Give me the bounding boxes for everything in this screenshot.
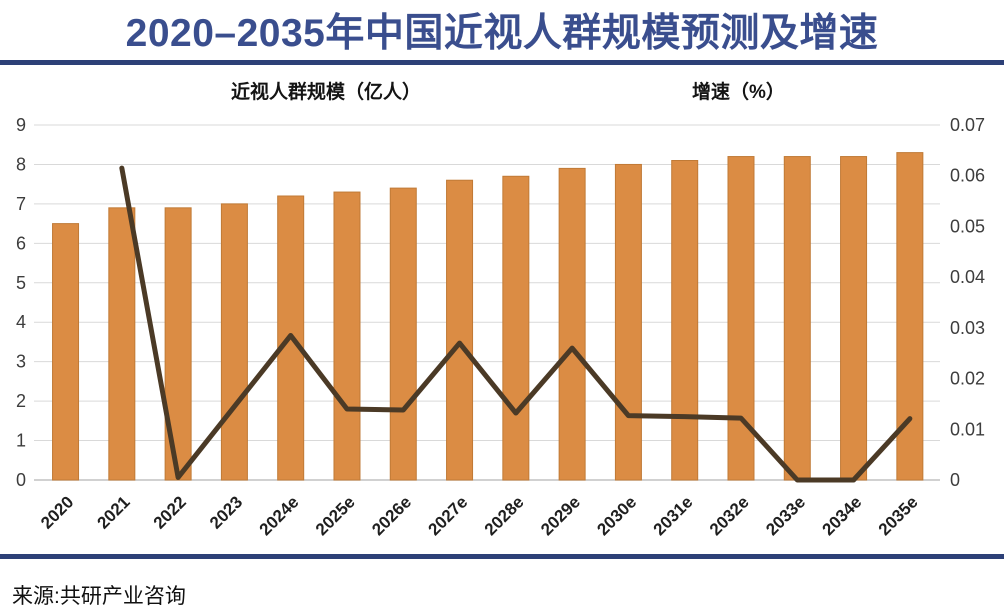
top-divider [0,60,1004,65]
x-axis-label-2035e: 2035e [875,492,922,539]
growth-line [119,165,913,483]
bar-2021 [108,207,136,481]
left-axis-tick-label: 4 [16,312,26,332]
x-axis-label-2034e: 2034e [819,492,866,539]
x-axis-label-2024e: 2024e [256,492,303,539]
bar-2024e [277,195,305,481]
bottom-divider [0,554,1004,559]
bar-2033e [783,156,811,481]
line-series-label: 增速（%） [692,82,785,103]
right-axis-labels: 0 0.01 0.02 0.03 0.04 0.05 0.06 0.07 [950,115,985,490]
page-title: 2020–2035年中国近视人群规模预测及增速 [125,12,879,55]
bar-2028e [502,175,530,481]
x-axis-label-2022: 2022 [150,492,190,532]
right-axis-tick-label: 0.07 [950,115,985,135]
x-axis-label-2031e: 2031e [650,492,697,539]
x-axis-label-2025e: 2025e [312,492,359,539]
x-axis-label-2021: 2021 [93,492,133,532]
bar-2027e [446,179,474,481]
right-axis-tick-label: 0.05 [950,216,985,236]
left-axis-tick-label: 0 [16,470,26,490]
left-axis-tick-label: 5 [16,273,26,293]
bar-2025e [333,191,361,481]
left-axis-tick-label: 9 [16,115,26,135]
bar-2034e [840,156,868,481]
left-axis-tick-label: 2 [16,391,26,411]
x-axis-label-2020: 2020 [37,492,77,532]
legend-item-growth: 增速（%） [640,77,785,104]
left-axis-tick-label: 7 [16,194,26,214]
x-axis-label-2027e: 2027e [425,492,472,539]
x-axis-label-2032e: 2032e [706,492,753,539]
right-axis-tick-label: 0.06 [950,166,985,186]
source-note: 来源:共研产业咨询 [12,585,186,608]
left-axis-tick-label: 1 [16,431,26,451]
x-axis-label-2033e: 2033e [762,492,809,539]
right-axis-tick-label: 0 [950,470,960,490]
bar-2031e [671,160,699,481]
bar-2020 [52,223,80,481]
bar-2030e [614,163,642,481]
left-axis-labels: 0 1 2 3 4 5 6 7 8 9 [16,115,26,490]
bar-2023 [220,203,248,481]
legend-item-population: 近视人群规模（亿人） [181,77,421,104]
bar-2029e [558,167,586,481]
bar-series-label: 近视人群规模（亿人） [231,82,422,103]
left-axis-tick-label: 6 [16,233,26,253]
right-axis-tick-label: 0.02 [950,369,985,389]
right-axis-tick-label: 0.03 [950,318,985,338]
left-axis-tick-label: 3 [16,352,26,372]
x-axis-labels: 2020 2021 2022 2023 2024e 2025e 2026e 2027e 2028… [37,492,921,539]
x-axis-label-2023: 2023 [206,492,246,532]
left-axis-tick-label: 8 [16,154,26,174]
right-axis-tick-label: 0.04 [950,267,985,287]
x-axis-label-2028e: 2028e [481,492,528,539]
right-axis-tick-label: 0.01 [950,419,985,439]
x-axis-label-2026e: 2026e [368,492,415,539]
bar-2026e [389,187,417,481]
x-axis-label-2029e: 2029e [537,492,584,539]
population-bars [52,152,924,481]
x-axis-label-2030e: 2030e [593,492,640,539]
